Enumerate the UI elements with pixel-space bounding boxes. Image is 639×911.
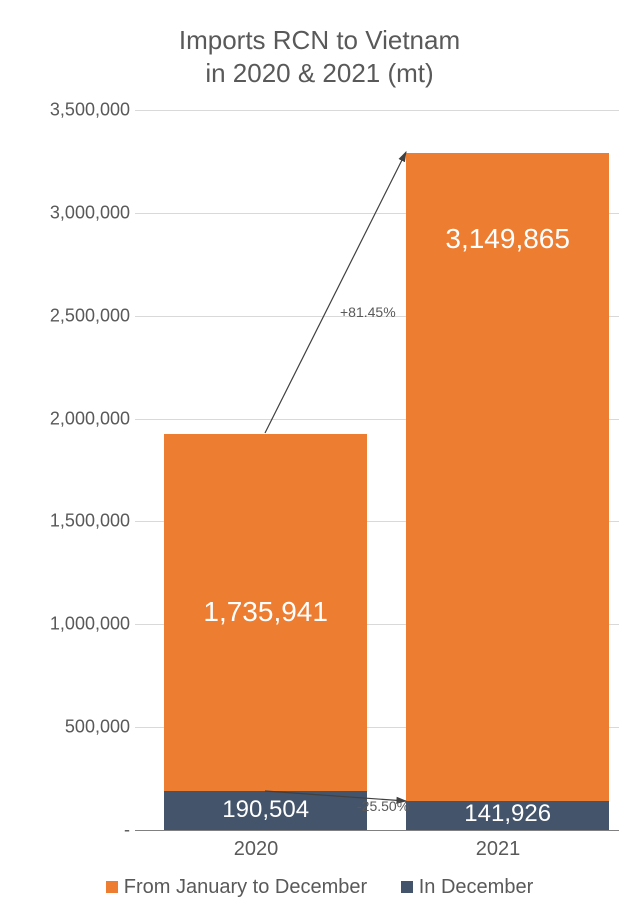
bar-2021-jandec: 3,149,865	[406, 153, 609, 801]
legend-label-jandec: From January to December	[124, 876, 367, 898]
ytick-6: 3,000,000	[0, 202, 130, 223]
ytick-2: 1,000,000	[0, 614, 130, 635]
bar-2020: 190,504 1,735,941	[164, 434, 367, 830]
chart-container: Imports RCN to Vietnam in 2020 & 2021 (m…	[0, 0, 639, 911]
xtick-1: 2021	[377, 838, 619, 861]
ytick-1: 500,000	[0, 717, 130, 738]
plot-area: 190,504 1,735,941 141,926 3,149,865	[135, 110, 619, 830]
legend-swatch-icon	[106, 881, 118, 893]
legend-label-december: In December	[419, 876, 534, 898]
ytick-7: 3,500,000	[0, 100, 130, 121]
legend-item-jandec: From January to December	[106, 876, 367, 899]
bar-2020-jandec: 1,735,941	[164, 434, 367, 791]
ytick-0: -	[0, 820, 130, 841]
ytick-4: 2,000,000	[0, 408, 130, 429]
chart-title-line1: Imports RCN to Vietnam	[179, 25, 460, 55]
pct-label-top: +81.45%	[340, 304, 396, 320]
bar-2021: 141,926 3,149,865	[406, 153, 609, 830]
bar-2021-december-label: 141,926	[406, 800, 609, 828]
bar-2021-december: 141,926	[406, 801, 609, 830]
legend-item-december: In December	[401, 876, 534, 899]
axis-baseline	[135, 830, 619, 831]
legend-swatch-icon	[401, 881, 413, 893]
xtick-0: 2020	[135, 838, 377, 861]
bar-2020-december-label: 190,504	[164, 796, 367, 824]
chart-title-line2: in 2020 & 2021 (mt)	[205, 58, 433, 88]
gridline	[135, 110, 619, 111]
legend: From January to December In December	[0, 876, 639, 899]
chart-title: Imports RCN to Vietnam in 2020 & 2021 (m…	[0, 24, 639, 89]
ytick-3: 1,500,000	[0, 511, 130, 532]
bar-2020-jandec-label: 1,735,941	[164, 596, 367, 628]
pct-label-bottom: -25.50%	[357, 798, 409, 814]
ytick-5: 2,500,000	[0, 305, 130, 326]
bar-2021-jandec-label: 3,149,865	[406, 223, 609, 255]
bar-2020-december: 190,504	[164, 791, 367, 830]
